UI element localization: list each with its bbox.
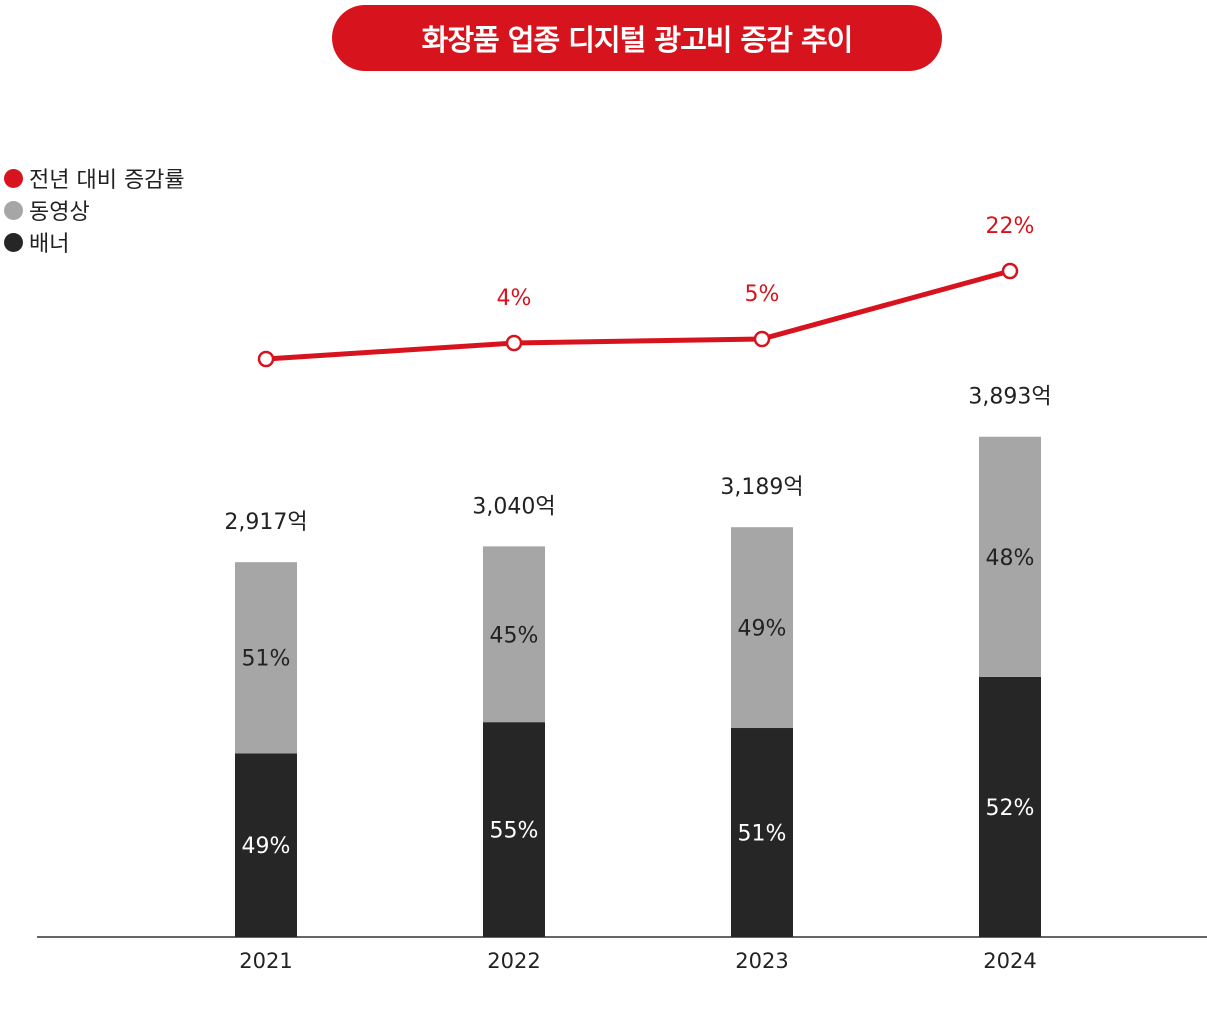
bar-banner-2021	[235, 753, 297, 937]
bar-label-video-2022: 45%	[490, 623, 539, 648]
bar-label-video-2024: 48%	[986, 546, 1035, 571]
legend-dot-video	[4, 200, 23, 220]
bar-video-2024	[979, 436, 1041, 677]
legend-label-video: 동영상	[29, 200, 90, 225]
growth-line	[265, 268, 1011, 362]
bar-label-banner-2021: 49%	[242, 834, 291, 859]
growth-point-2024	[1001, 262, 1019, 280]
bar-video-2022	[483, 546, 545, 723]
total-label-2024: 3,893억	[968, 385, 1051, 410]
bar-label-banner-2022: 55%	[490, 819, 539, 844]
x-tick-2023: 2023	[735, 949, 788, 973]
chart-title: 화장품 업종 디지털 광고비 증감 추이	[332, 5, 942, 71]
bar-banner-2022	[483, 722, 545, 937]
growth-point-2022	[505, 334, 523, 352]
x-tick-2021: 2021	[239, 949, 292, 973]
bar-label-video-2023: 49%	[738, 617, 787, 642]
bar-label-banner-2023: 51%	[738, 822, 787, 847]
legend-item-banner: 배너	[4, 226, 185, 258]
bar-label-video-2021: 51%	[242, 647, 291, 672]
growth-label-2022: 4%	[497, 286, 532, 311]
legend-label-banner: 배너	[29, 232, 70, 257]
x-tick-2024: 2024	[983, 949, 1036, 973]
legend-dot-growth	[4, 168, 23, 188]
x-tick-2022: 2022	[487, 949, 540, 973]
legend: 전년 대비 증감률 동영상 배너	[4, 162, 185, 258]
growth-label-2024: 22%	[986, 214, 1035, 239]
bar-video-2023	[731, 527, 793, 729]
total-label-2022: 3,040억	[472, 494, 555, 519]
bar-video-2021	[235, 562, 297, 754]
bar-banner-2024	[979, 676, 1041, 937]
bar-banner-2023	[731, 728, 793, 937]
legend-label-growth: 전년 대비 증감률	[29, 168, 185, 193]
legend-item-growth: 전년 대비 증감률	[4, 162, 185, 194]
total-label-2021: 2,917억	[224, 510, 307, 535]
total-label-2023: 3,189억	[720, 475, 803, 500]
growth-label-2023: 5%	[745, 282, 780, 307]
bar-label-banner-2024: 52%	[986, 796, 1035, 821]
legend-dot-banner	[4, 232, 23, 252]
legend-item-video: 동영상	[4, 194, 185, 226]
growth-point-2021	[257, 350, 275, 368]
growth-point-2023	[753, 330, 771, 348]
